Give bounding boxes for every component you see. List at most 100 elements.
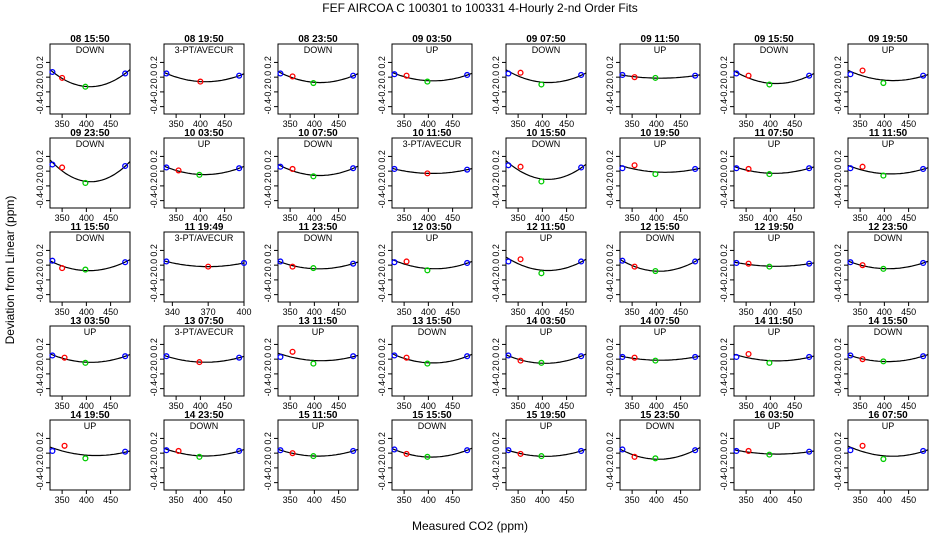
data-point bbox=[692, 72, 699, 79]
data-point bbox=[49, 447, 56, 454]
data-point bbox=[424, 267, 431, 274]
figure-title: FEF AIRCOA C 100301 to 100331 4-Hourly 2… bbox=[322, 1, 637, 15]
data-point bbox=[196, 453, 203, 460]
panel-frame bbox=[733, 231, 815, 303]
y-tick-label: 0.0 bbox=[149, 165, 159, 178]
x-tick-label: 450 bbox=[901, 307, 916, 317]
y-tick-label: -0.2 bbox=[833, 460, 843, 476]
y-tick-label: 0.0 bbox=[35, 165, 45, 178]
y-tick-label: -0.4 bbox=[149, 381, 159, 397]
panel-mode: UP bbox=[84, 421, 97, 431]
y-tick-label: 0.2 bbox=[35, 338, 45, 351]
panel-frame bbox=[49, 231, 131, 303]
x-tick-label: 400 bbox=[649, 401, 664, 411]
x-tick-label: 400 bbox=[649, 307, 664, 317]
y-tick-label: -0.2 bbox=[149, 178, 159, 194]
panel-title: 11 19:49 bbox=[185, 222, 224, 233]
x-tick-label: 450 bbox=[445, 401, 460, 411]
y-tick-label: 0.0 bbox=[719, 71, 729, 84]
fit-curve bbox=[49, 69, 131, 88]
panel-frame bbox=[505, 419, 587, 491]
y-tick-label: -0.4 bbox=[377, 381, 387, 397]
fit-curve bbox=[505, 256, 587, 272]
y-tick-label: -0.4 bbox=[263, 99, 273, 115]
y-tick-label: 0.2 bbox=[605, 56, 615, 69]
x-tick-label: 400 bbox=[421, 401, 436, 411]
x-tick-label: 450 bbox=[331, 213, 346, 223]
panel-frame bbox=[619, 419, 701, 491]
panel-title: 10 11:50 bbox=[413, 128, 452, 139]
fit-curve bbox=[163, 71, 245, 83]
data-point bbox=[692, 447, 699, 454]
data-point bbox=[920, 165, 927, 172]
data-point bbox=[766, 263, 773, 270]
data-point bbox=[289, 348, 296, 355]
data-point bbox=[391, 259, 398, 266]
data-point bbox=[82, 179, 89, 186]
data-point bbox=[733, 165, 740, 172]
data-point bbox=[733, 70, 740, 77]
x-tick-label: 350 bbox=[397, 495, 412, 505]
y-tick-label: -0.2 bbox=[605, 84, 615, 100]
panel-title: 14 11:50 bbox=[755, 316, 794, 327]
x-tick-label: 350 bbox=[397, 401, 412, 411]
data-point bbox=[49, 352, 56, 359]
x-tick-label: 400 bbox=[649, 213, 664, 223]
y-tick-label: -0.4 bbox=[263, 193, 273, 209]
panel-mode: UP bbox=[540, 327, 553, 337]
data-point bbox=[196, 359, 203, 366]
x-tick-label: 350 bbox=[55, 119, 70, 129]
y-tick-label: 0.0 bbox=[833, 259, 843, 272]
data-point bbox=[859, 356, 866, 363]
panel-mode: UP bbox=[426, 45, 439, 55]
data-point bbox=[733, 259, 740, 266]
data-point bbox=[310, 80, 317, 87]
y-tick-label: 0.0 bbox=[491, 71, 501, 84]
y-tick-label: 0.2 bbox=[719, 432, 729, 445]
panel-frame bbox=[49, 43, 131, 115]
data-point bbox=[745, 447, 752, 454]
fit-curve bbox=[619, 74, 701, 79]
data-point bbox=[517, 69, 524, 76]
y-tick-label: 0.2 bbox=[35, 150, 45, 163]
y-tick-label: 0.2 bbox=[605, 338, 615, 351]
y-tick-label: -0.2 bbox=[35, 272, 45, 288]
data-point bbox=[692, 353, 699, 360]
data-point bbox=[733, 353, 740, 360]
panel-frame bbox=[619, 325, 701, 397]
panel-mode: UP bbox=[84, 327, 97, 337]
fit-curve bbox=[847, 260, 929, 270]
x-tick-label: 400 bbox=[535, 307, 550, 317]
data-point bbox=[880, 358, 887, 365]
x-tick-label: 400 bbox=[307, 307, 322, 317]
x-tick-label: 400 bbox=[236, 307, 251, 317]
data-point bbox=[652, 357, 659, 364]
panel-mode: UP bbox=[540, 421, 553, 431]
panel-title: 10 15:50 bbox=[526, 128, 566, 139]
data-point bbox=[505, 162, 512, 169]
x-tick-label: 450 bbox=[901, 401, 916, 411]
x-tick-label: 350 bbox=[55, 495, 70, 505]
panel-mode: UP bbox=[426, 233, 439, 243]
y-tick-label: -0.2 bbox=[833, 366, 843, 382]
y-tick-label: -0.4 bbox=[833, 287, 843, 303]
panel-title: 08 19:50 bbox=[184, 34, 224, 45]
y-tick-label: -0.4 bbox=[605, 475, 615, 491]
x-tick-label: 400 bbox=[79, 213, 94, 223]
panel-mode: UP bbox=[540, 233, 553, 243]
y-tick-label: 0.0 bbox=[149, 447, 159, 460]
panel-title: 13 07:50 bbox=[184, 316, 224, 327]
panel-mode: DOWN bbox=[76, 139, 105, 149]
y-tick-label: 0.0 bbox=[833, 71, 843, 84]
y-tick-label: -0.4 bbox=[35, 287, 45, 303]
data-point bbox=[578, 164, 585, 171]
data-point bbox=[163, 447, 170, 454]
panel: 11 19:493-PT/AVECUR -0.4-0.20.0 0.2 340 370 4… bbox=[149, 222, 252, 317]
data-point bbox=[350, 72, 357, 79]
y-tick-label: -0.4 bbox=[719, 381, 729, 397]
data-point bbox=[464, 353, 471, 360]
y-tick-label: 0.2 bbox=[377, 150, 387, 163]
x-tick-label: 450 bbox=[901, 495, 916, 505]
